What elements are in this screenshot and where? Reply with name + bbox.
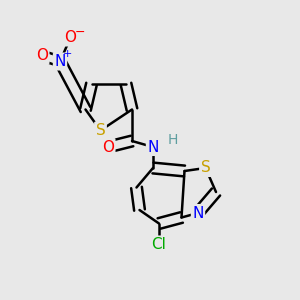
Text: O: O <box>36 48 48 63</box>
Text: −: − <box>75 26 86 39</box>
Text: N: N <box>192 206 204 220</box>
Text: N: N <box>147 140 159 154</box>
Text: N: N <box>54 54 66 69</box>
Text: O: O <box>64 30 76 45</box>
Text: +: + <box>63 49 72 59</box>
Text: Cl: Cl <box>152 237 166 252</box>
Text: S: S <box>201 160 210 175</box>
Text: O: O <box>102 140 114 154</box>
Text: S: S <box>96 123 105 138</box>
Text: H: H <box>167 133 178 146</box>
